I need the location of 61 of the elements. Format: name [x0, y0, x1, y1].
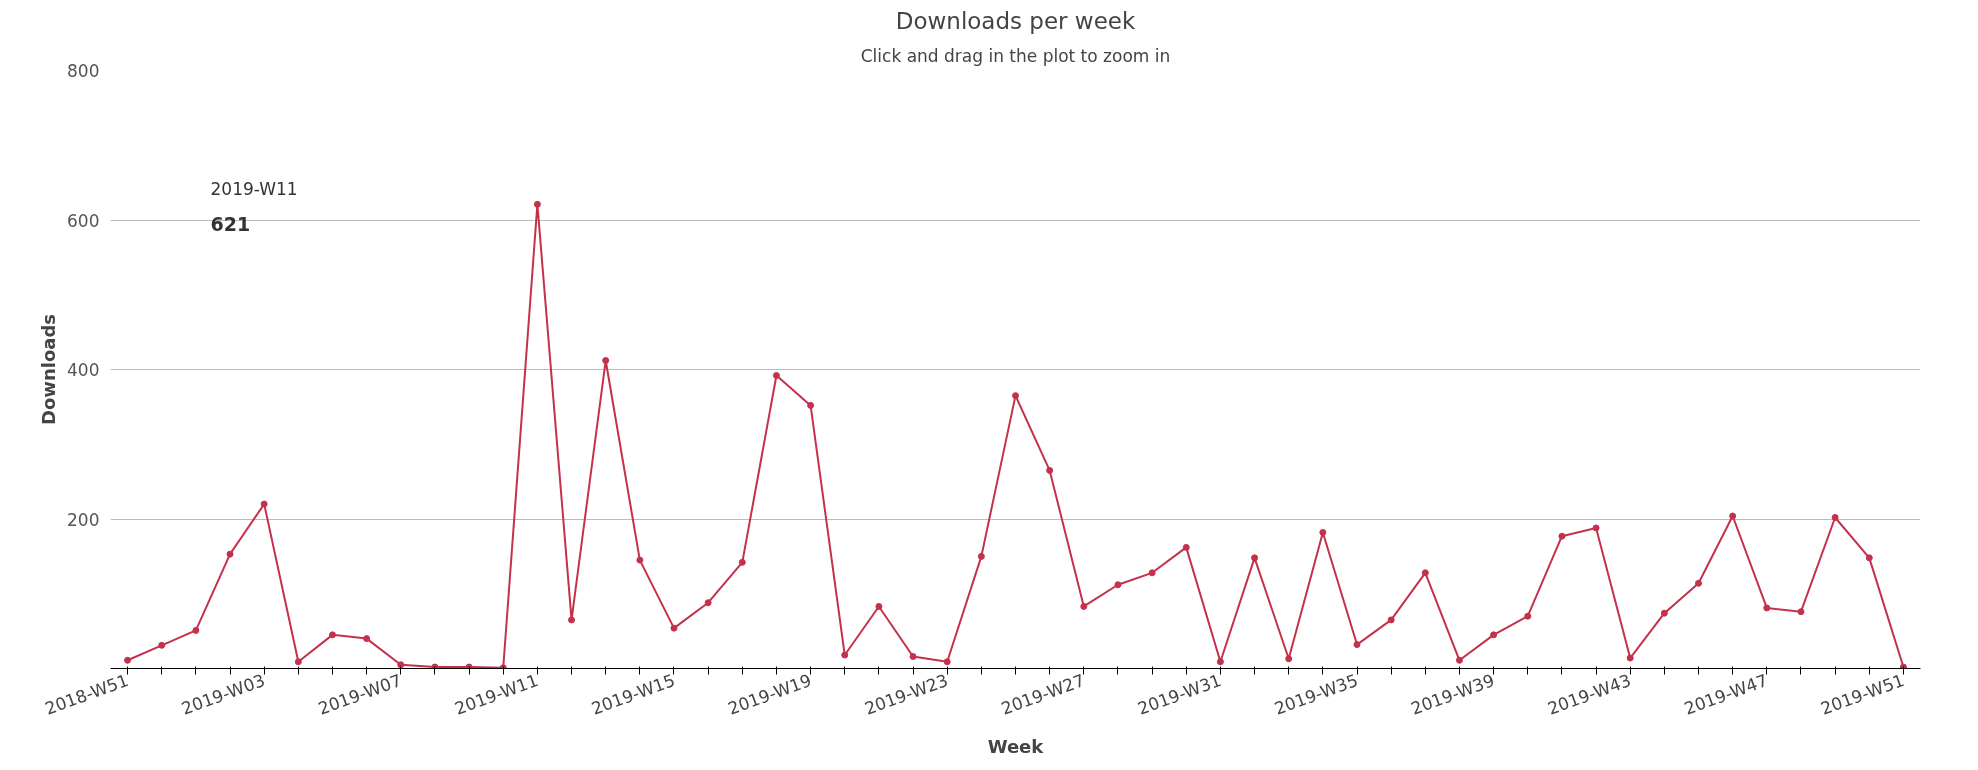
point [1695, 579, 1703, 587]
point [772, 371, 780, 379]
point [260, 500, 268, 508]
point [1353, 641, 1361, 649]
point [1763, 604, 1771, 612]
point [294, 658, 302, 666]
point [1729, 512, 1737, 520]
point [1558, 532, 1566, 540]
point [568, 616, 576, 624]
chart-title: Downloads per week [895, 7, 1136, 34]
point [226, 550, 234, 558]
y-axis-title: Downloads [38, 313, 60, 426]
point [533, 200, 541, 208]
point [1421, 569, 1429, 577]
point [1080, 602, 1088, 610]
point [670, 624, 678, 632]
point [875, 602, 883, 610]
y-tick-label: 800 [67, 61, 100, 81]
point [1455, 656, 1463, 664]
point [431, 663, 439, 669]
point [1148, 569, 1156, 577]
point [977, 552, 985, 560]
y-tick-label: 600 [67, 210, 100, 231]
point [1865, 554, 1873, 562]
point [1797, 608, 1805, 616]
point [1899, 663, 1907, 669]
point [704, 599, 712, 607]
y-tick-label: 200 [67, 509, 100, 530]
point [1660, 609, 1668, 617]
annotation: 2019-W11 [210, 178, 298, 199]
point [636, 556, 644, 564]
point [1216, 658, 1224, 666]
point [1114, 581, 1122, 589]
annotation: 621 [210, 212, 251, 235]
point [328, 631, 336, 639]
point [397, 661, 405, 669]
point [1182, 543, 1190, 551]
point [1046, 466, 1054, 474]
point [943, 658, 951, 666]
point [602, 357, 610, 365]
point [807, 401, 815, 409]
point [1524, 612, 1532, 620]
point [1626, 654, 1634, 662]
point [1592, 524, 1600, 532]
point [1831, 514, 1839, 521]
point [909, 653, 917, 661]
point [192, 626, 200, 634]
chart-subtitle: Click and drag in the plot to zoom in [860, 45, 1171, 66]
point [1319, 528, 1327, 536]
x-axis-title: Week [987, 736, 1045, 758]
point [738, 558, 746, 566]
point [841, 651, 849, 659]
point [1285, 655, 1293, 663]
point [363, 635, 371, 643]
y-tick-label: 400 [67, 360, 100, 380]
point [1387, 616, 1395, 624]
point [158, 641, 166, 649]
point [1012, 392, 1019, 400]
point [1490, 631, 1498, 639]
point [124, 656, 132, 664]
point [1251, 554, 1259, 562]
